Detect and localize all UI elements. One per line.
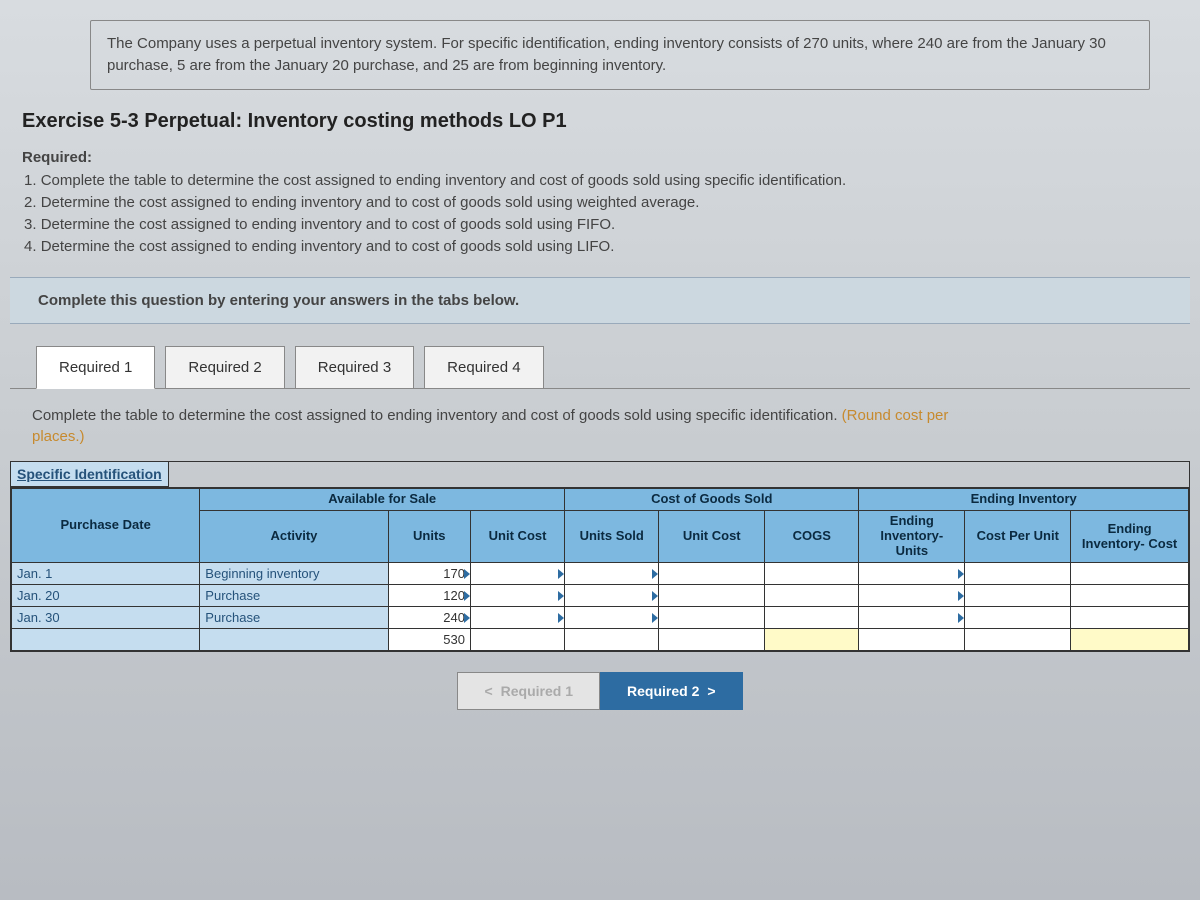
tab-required-1[interactable]: Required 1 <box>36 346 155 389</box>
cell-ei-cost[interactable] <box>1071 563 1189 585</box>
tab-instruction: Complete the table to determine the cost… <box>10 388 1190 457</box>
col-cogs: COGS <box>765 511 859 563</box>
prev-button-label: Required 1 <box>501 683 573 699</box>
exercise-title: Exercise 5-3 Perpetual: Inventory costin… <box>22 110 1200 133</box>
next-button-label: Required 2 <box>627 683 699 699</box>
problem-intro: The Company uses a perpetual inventory s… <box>90 20 1150 90</box>
section-cogs: Cost of Goods Sold <box>565 489 859 511</box>
round-note: (Round cost per <box>842 407 949 424</box>
cell-blank <box>859 629 965 651</box>
cell-ei-cost[interactable] <box>1071 585 1189 607</box>
cell-ei-units[interactable] <box>859 585 965 607</box>
table-title: Specific Identification <box>11 462 169 487</box>
cell-activity: Beginning inventory <box>200 563 388 585</box>
cell-ei-cost-total <box>1071 629 1189 651</box>
cell-cpu[interactable] <box>965 563 1071 585</box>
cell-units-sold[interactable] <box>565 607 659 629</box>
cell-unit-cost-2[interactable] <box>659 585 765 607</box>
section-available: Available for Sale <box>200 489 565 511</box>
cell-units-sold[interactable] <box>565 563 659 585</box>
col-unit-cost-2: Unit Cost <box>659 511 765 563</box>
tabs-row: Required 1 Required 2 Required 3 Require… <box>36 346 1200 389</box>
prev-button: < Required 1 <box>457 672 600 710</box>
data-table-wrapper: Specific Identification Purchase Date Av… <box>10 461 1190 652</box>
cell-cogs[interactable] <box>765 607 859 629</box>
cell-units[interactable]: 120 <box>388 585 470 607</box>
tab-required-3[interactable]: Required 3 <box>295 346 414 389</box>
table-row: Jan. 1 Beginning inventory 170 <box>12 563 1189 585</box>
cell-date: Jan. 30 <box>12 607 200 629</box>
cell-activity: Purchase <box>200 607 388 629</box>
cell-unit-cost[interactable] <box>470 607 564 629</box>
cell-cogs[interactable] <box>765 563 859 585</box>
cell-blank <box>470 629 564 651</box>
chevron-right-icon: > <box>707 683 715 699</box>
col-ei-cost: Ending Inventory- Cost <box>1071 511 1189 563</box>
cell-unit-cost[interactable] <box>470 585 564 607</box>
cell-cogs[interactable] <box>765 585 859 607</box>
tab-required-4[interactable]: Required 4 <box>424 346 543 389</box>
table-row: Jan. 20 Purchase 120 <box>12 585 1189 607</box>
cell-ei-cost[interactable] <box>1071 607 1189 629</box>
cell-date: Jan. 1 <box>12 563 200 585</box>
col-activity: Activity <box>200 511 388 563</box>
required-label: Required: <box>22 147 1188 169</box>
col-purchase-date: Purchase Date <box>12 489 200 563</box>
cell-blank <box>659 629 765 651</box>
required-item: Determine the cost assigned to ending in… <box>24 214 1188 236</box>
cell-cpu[interactable] <box>965 585 1071 607</box>
cell-date: Jan. 20 <box>12 585 200 607</box>
required-item: Determine the cost assigned to ending in… <box>24 236 1188 258</box>
tab-required-2[interactable]: Required 2 <box>165 346 284 389</box>
cell-blank <box>965 629 1071 651</box>
col-units-sold: Units Sold <box>565 511 659 563</box>
nav-buttons: < Required 1 Required 2 > <box>0 672 1200 710</box>
cell-unit-cost[interactable] <box>470 563 564 585</box>
table-row: Jan. 30 Purchase 240 <box>12 607 1189 629</box>
cell-units-sold[interactable] <box>565 585 659 607</box>
cell-units[interactable]: 240 <box>388 607 470 629</box>
cell-cogs-total <box>765 629 859 651</box>
cell-ei-units[interactable] <box>859 607 965 629</box>
cell-ei-units[interactable] <box>859 563 965 585</box>
col-cost-per-unit: Cost Per Unit <box>965 511 1071 563</box>
tab-instruction-text: Complete the table to determine the cost… <box>32 407 842 424</box>
instruction-bar: Complete this question by entering your … <box>10 277 1190 324</box>
col-units: Units <box>388 511 470 563</box>
required-block: Required: Complete the table to determin… <box>22 147 1188 258</box>
col-ei-units: Ending Inventory- Units <box>859 511 965 563</box>
specific-id-table: Purchase Date Available for Sale Cost of… <box>11 488 1189 651</box>
next-button[interactable]: Required 2 > <box>600 672 743 710</box>
cell-activity: Purchase <box>200 585 388 607</box>
required-item: Determine the cost assigned to ending in… <box>24 192 1188 214</box>
cell-units[interactable]: 170 <box>388 563 470 585</box>
cell-cpu[interactable] <box>965 607 1071 629</box>
section-ending: Ending Inventory <box>859 489 1189 511</box>
places-note: places.) <box>32 428 85 445</box>
cell-activity-blank <box>200 629 388 651</box>
chevron-left-icon: < <box>484 683 492 699</box>
cell-unit-cost-2[interactable] <box>659 563 765 585</box>
cell-unit-cost-2[interactable] <box>659 607 765 629</box>
cell-blank <box>565 629 659 651</box>
cell-date-blank <box>12 629 200 651</box>
cell-total-units: 530 <box>388 629 470 651</box>
required-item: Complete the table to determine the cost… <box>24 170 1188 192</box>
col-unit-cost: Unit Cost <box>470 511 564 563</box>
table-row-total: 530 <box>12 629 1189 651</box>
